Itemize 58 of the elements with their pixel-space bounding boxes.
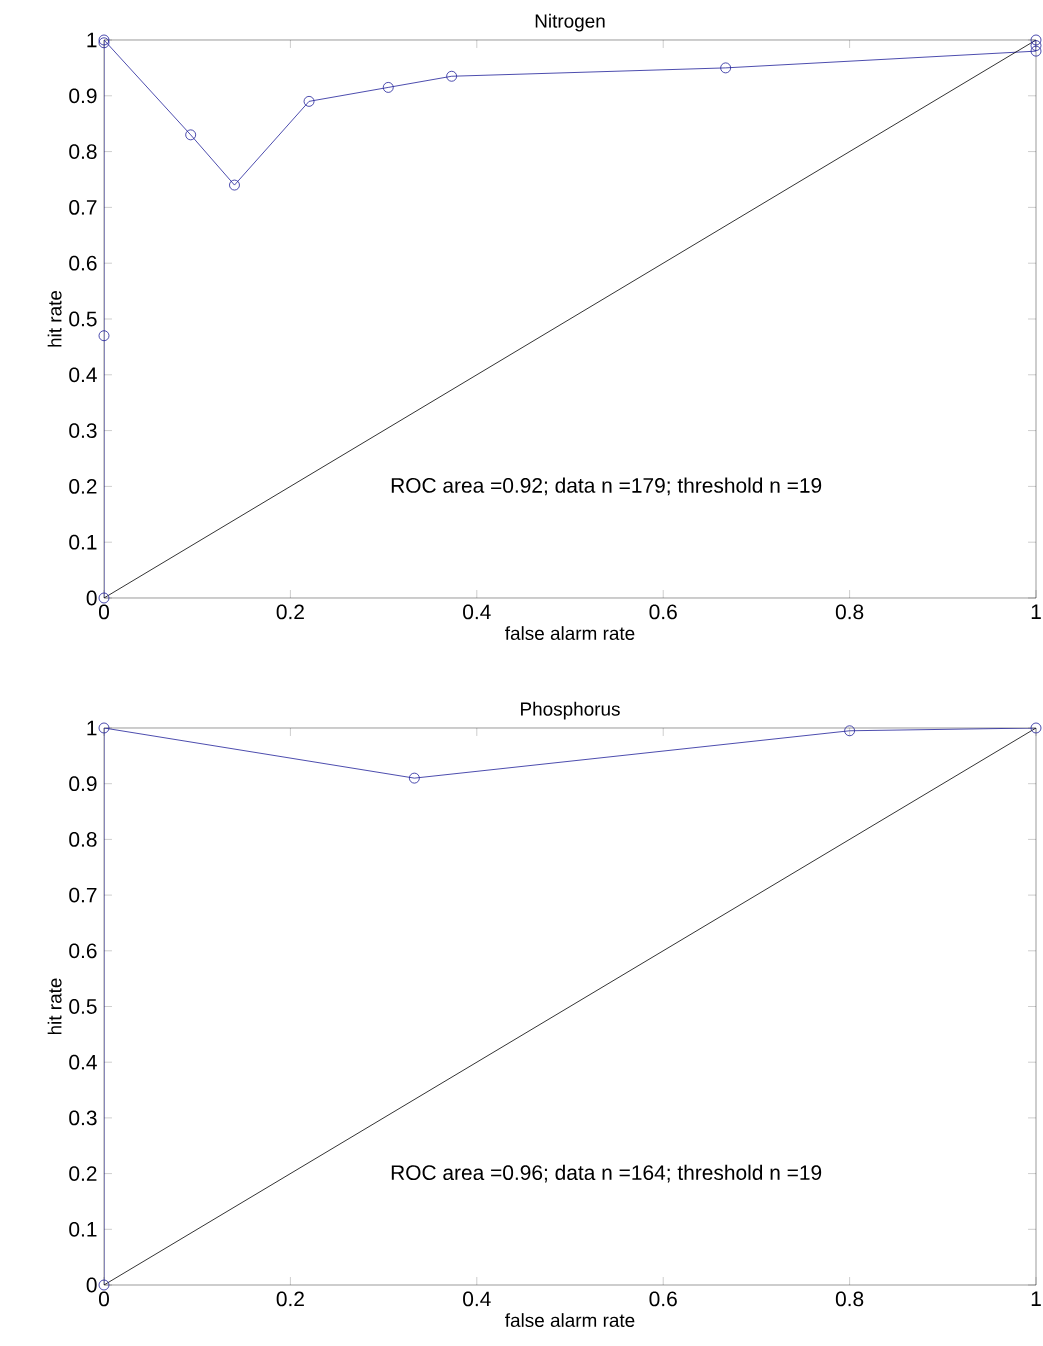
x-tick-label: 0.8 [835,604,864,620]
x-axis-title: false alarm rate [505,1313,635,1328]
chart-title: Nitrogen [535,13,605,32]
y-tick-label: 0.5 [69,999,97,1014]
point [185,129,197,141]
x-tick-label: 0.8 [835,1291,864,1307]
y-tick-label: 0.3 [69,1110,97,1126]
y-tick-label: 0.6 [69,255,97,271]
y-tick-label: 0.2 [69,478,97,494]
y-axis-title: hit rate [47,290,62,347]
x-tick-label: 0.2 [276,604,304,620]
point [98,592,110,604]
x-tick-label: 1 [1031,1291,1041,1306]
y-tick-label: 0.8 [69,144,97,159]
y-tick-label: 0.5 [69,311,97,327]
point [98,722,110,734]
x-tick-label: 0.4 [463,1291,491,1307]
point [844,725,856,737]
y-tick-label: 0.3 [69,423,97,438]
annotation: ROC area =0.96; data n =164; threshold n =19 [391,1164,822,1183]
y-axis-title: hit rate [47,978,62,1035]
annotation: ROC area =0.92; data n =179; threshold n =19 [391,477,822,496]
y-tick-label: 0.8 [69,831,97,847]
point [98,330,110,342]
y-tick-label: 0.4 [69,1054,97,1070]
y-tick-label: 0 [86,1277,97,1293]
y-tick-label: 0.6 [69,943,97,959]
point [382,82,394,93]
x-axis-title: false alarm rate [505,626,635,641]
y-tick-label: 0.1 [69,1221,97,1237]
y-tick-label: 0.2 [69,1166,97,1181]
point [720,62,732,74]
point [98,1279,110,1291]
point [446,70,458,82]
x-tick-label: 0 [98,1291,109,1307]
chart-title: Phosphorus [521,701,620,720]
point [1030,722,1042,734]
x-tick-label: 1 [1031,604,1041,619]
y-tick-label: 0.7 [69,199,97,215]
point [229,179,240,191]
y-tick-label: 0.7 [69,887,97,903]
y-tick-label: 0.4 [69,367,97,383]
y-tick-label: 0 [86,590,97,606]
y-tick-label: 0.1 [69,534,97,550]
x-tick-label: 0.2 [276,1291,304,1307]
point [1030,40,1042,51]
x-tick-label: 0.6 [649,604,677,620]
y-tick-label: 0.9 [69,776,97,792]
x-tick-label: 0.6 [649,1291,677,1307]
point [1030,34,1042,46]
point [303,95,315,107]
y-tick-label: 1 [87,720,97,736]
y-tick-label: 0.9 [69,88,97,104]
point [408,772,420,784]
y-tick-label: 1 [87,32,97,48]
x-tick-label: 0 [98,604,109,620]
point [1030,45,1042,57]
x-tick-label: 0.4 [463,604,491,620]
